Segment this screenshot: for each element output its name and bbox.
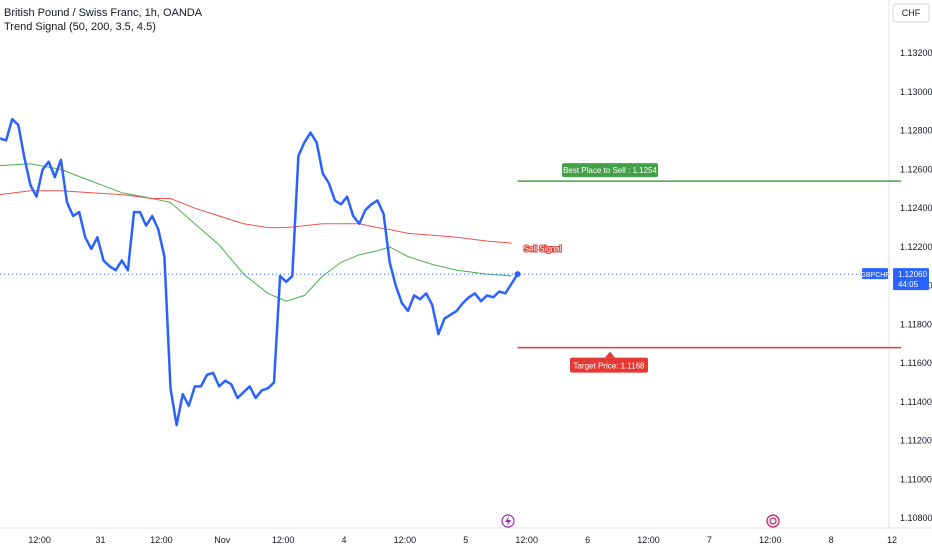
best-sell-label: Best Place to Sell : 1.1254 (563, 166, 657, 175)
y-tick-label-2: 1.11200 (900, 436, 932, 446)
currency-button-frame (892, 3, 930, 23)
symbol-tag-bg (862, 268, 888, 280)
lightning-bolt-icon (505, 516, 511, 526)
last-price-dot (514, 271, 521, 278)
indicator-title[interactable]: Trend Signal (50, 200, 3.5, 4.5) (4, 21, 156, 33)
x-tick-label-0: 12:00 (28, 535, 51, 545)
y-tick-label-9: 1.12600 (900, 164, 932, 174)
y-tick-label-8: 1.12400 (900, 203, 932, 213)
economic-event-icon[interactable] (766, 514, 780, 528)
target-label-pointer (605, 351, 615, 358)
target-label: Target Price: 1.1168 (573, 362, 645, 371)
x-tick-label-1: 31 (95, 535, 105, 545)
sell-signal-label: Sell Signal (524, 244, 562, 253)
y-tick-label-12: 1.13200 (900, 48, 932, 58)
best-sell-label-bg (562, 163, 658, 178)
price-line (0, 117, 519, 427)
ma50-line (0, 163, 512, 302)
symbol-title[interactable]: British Pound / Swiss Franc, 1h, OANDA (4, 7, 203, 19)
ma200-line (0, 190, 512, 244)
symbol-tag: GBPCHF (860, 272, 889, 279)
currency-button[interactable]: CHF (902, 8, 921, 18)
x-tick-label-3: Nov (214, 535, 231, 545)
x-tick-label-13: 8 (829, 535, 834, 545)
x-tick-label-6: 12:00 (394, 535, 417, 545)
y-tick-label-7: 1.12200 (900, 242, 932, 252)
x-tick-label-11: 7 (707, 535, 712, 545)
x-tick-label-5: 4 (342, 535, 347, 545)
y-tick-label-1: 1.11000 (900, 474, 932, 484)
x-tick-label-8: 12:00 (515, 535, 538, 545)
price-tag-countdown: 44:05 (898, 280, 919, 289)
economic-event-inner-icon (769, 517, 777, 525)
target-label-bg (570, 357, 648, 373)
x-tick-label-12: 12:00 (759, 535, 782, 545)
x-tick-label-7: 5 (463, 535, 468, 545)
x-tick-label-14: 12 (887, 535, 897, 545)
x-tick-label-2: 12:00 (150, 535, 173, 545)
x-tick-label-9: 6 (585, 535, 590, 545)
y-tick-label-0: 1.10800 (900, 513, 932, 523)
price-tag-bg (893, 268, 929, 291)
y-tick-label-4: 1.11600 (900, 358, 932, 368)
y-tick-label-11: 1.13000 (900, 87, 932, 97)
chart-legend: British Pound / Swiss Franc, 1h, OANDA T… (4, 6, 202, 34)
y-tick-label-5: 1.11800 (900, 319, 932, 329)
y-tick-label-10: 1.12800 (900, 126, 932, 136)
x-tick-label-10: 12:00 (637, 535, 660, 545)
y-tick-label-3: 1.11400 (900, 397, 932, 407)
price-tag-value: 1.12060 (898, 270, 927, 279)
x-tick-label-4: 12:00 (272, 535, 295, 545)
